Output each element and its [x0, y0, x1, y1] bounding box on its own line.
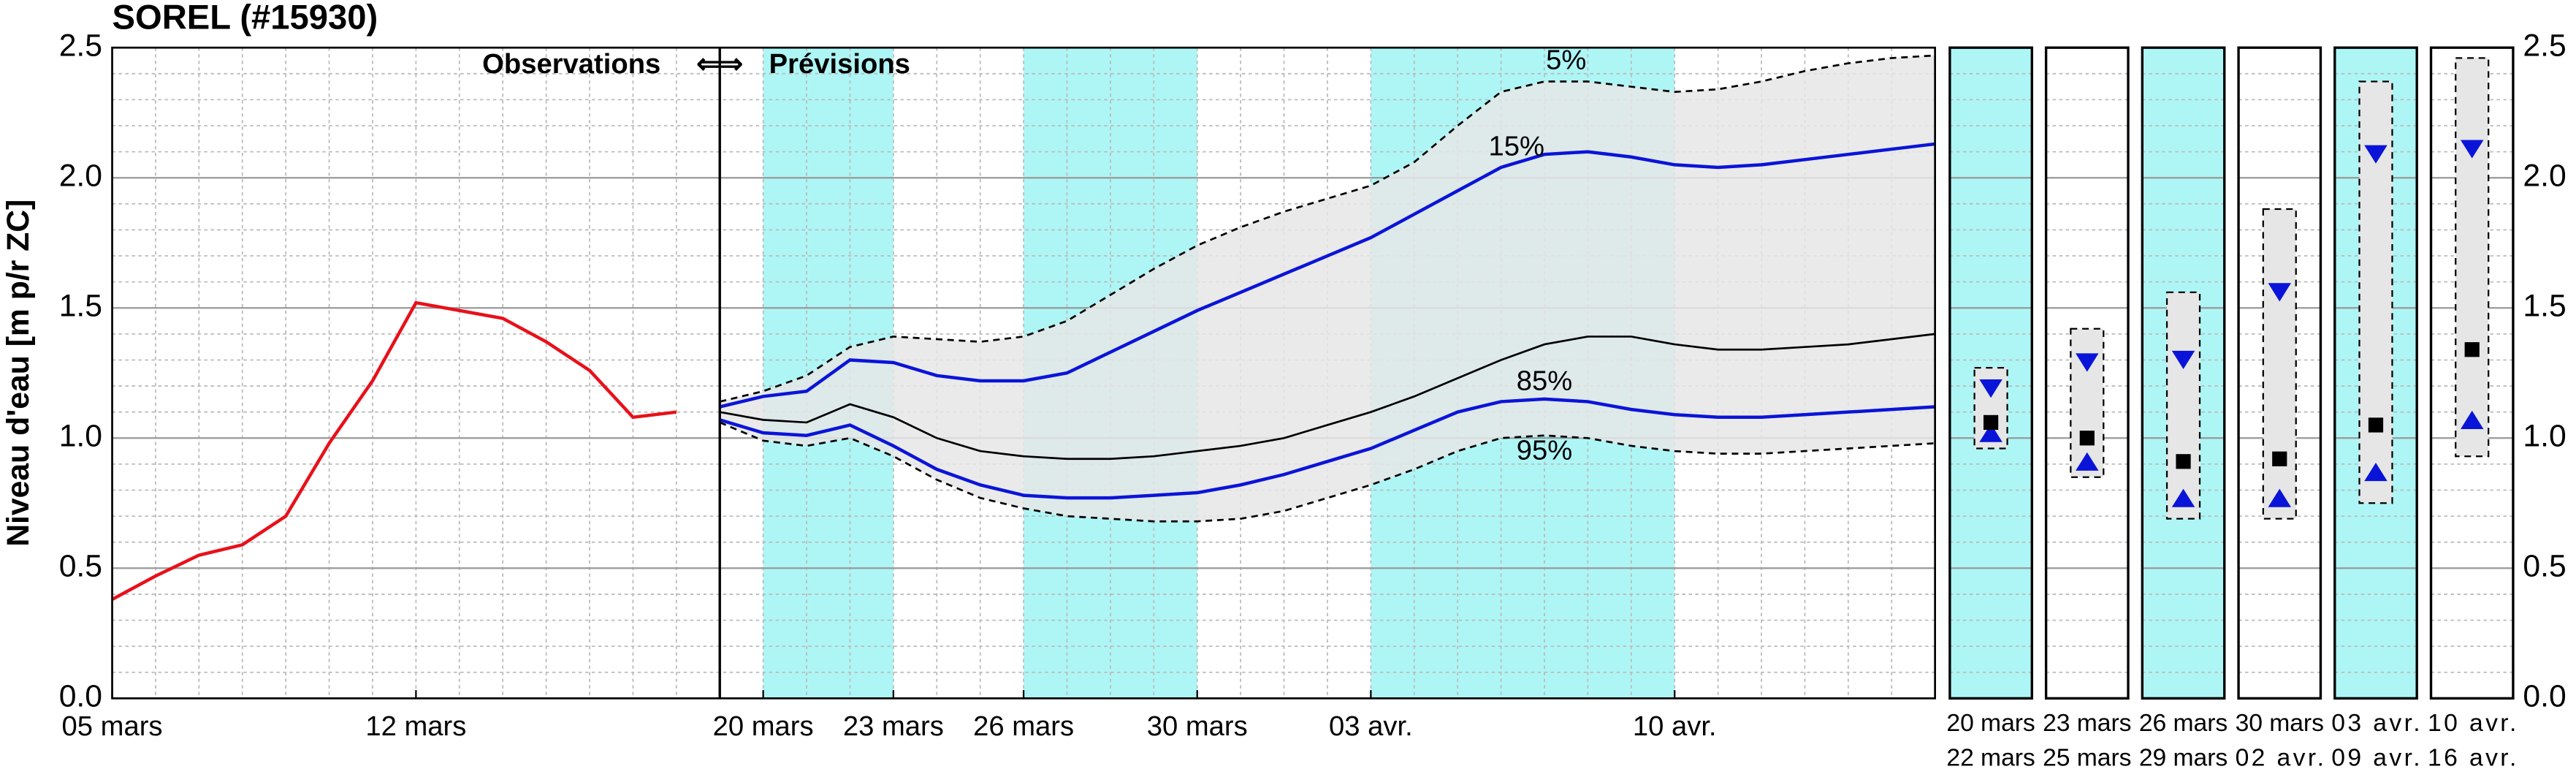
lines-layer: [111, 54, 2490, 602]
y2-tick-label: 0.0: [2523, 679, 2566, 714]
y-tick-label: 2.5: [59, 28, 102, 63]
panel-range-box: [2262, 208, 2297, 520]
labels-layer: 0.0 0.5 1.0 1.5 2.0 2.5 05 mars 12 mars 20 mars 2…: [59, 28, 2567, 769]
y2-tick-label: 1.5: [2523, 289, 2566, 324]
x-tick-label: 03 avr.: [1329, 711, 1413, 742]
panel-label: 09 avr.: [2331, 743, 2420, 769]
panel-label: 03 avr.: [2331, 709, 2420, 737]
panel-median-marker: [1983, 414, 1999, 431]
panel-median-marker: [2176, 454, 2191, 469]
series-line: [719, 54, 1935, 403]
series-label: 15%: [1489, 130, 1544, 162]
panel-p15-marker: [2460, 140, 2484, 159]
panel-p85-marker: [2460, 410, 2484, 429]
series-line: [719, 142, 1935, 409]
x-tick-label: 30 mars: [1147, 711, 1248, 742]
panel-p85-marker: [2076, 452, 2099, 471]
panel-label: 26 mars: [2139, 709, 2228, 737]
panel-label: 29 mars: [2139, 743, 2228, 769]
y2-tick-label: 1.0: [2523, 419, 2566, 454]
panel-label: 23 mars: [2043, 709, 2131, 737]
panel-p15-marker: [2268, 283, 2291, 302]
panel-median-marker: [2272, 451, 2287, 466]
y-tick-label: 1.0: [59, 419, 102, 454]
x-tick-label: 12 mars: [365, 711, 466, 742]
panel-label: 20 mars: [1946, 709, 2035, 737]
series-label: 85%: [1517, 365, 1572, 396]
panel-frame: [2141, 46, 2226, 700]
annotation: ⇐⇒: [696, 48, 743, 80]
panel-label: 02 avr.: [2236, 743, 2324, 769]
panel-p85-marker: [1979, 423, 2003, 442]
x-tick-label: 05 mars: [62, 711, 163, 742]
panel-median-marker: [2079, 431, 2095, 446]
series-label: 95%: [1517, 434, 1572, 466]
panel-p15-marker: [2364, 145, 2388, 164]
series-line: [719, 421, 1935, 523]
x-tick-label: 26 mars: [973, 711, 1074, 742]
panel-frame: [2044, 46, 2130, 700]
forecast-band: [720, 55, 1935, 522]
panel-p85-marker: [2171, 488, 2195, 507]
panel-range-box: [2358, 80, 2393, 504]
chart-title: SOREL (#15930): [113, 0, 378, 37]
annotation: Prévisions: [769, 48, 910, 80]
x-tick-label: 10 avr.: [1633, 711, 1717, 742]
panel-label: 10 avr.: [2428, 709, 2516, 737]
frame-layer: [111, 46, 2515, 700]
panel-label: 30 mars: [2236, 709, 2324, 737]
y-tick-label: 1.5: [59, 289, 102, 324]
panel-label: 16 avr.: [2428, 743, 2516, 769]
panel-median-marker: [2368, 417, 2384, 433]
panel-p15-marker: [2076, 353, 2099, 372]
panel-label: 25 mars: [2043, 743, 2131, 769]
series-line: [720, 333, 1935, 461]
annotation: Observations: [482, 48, 660, 80]
y2-tick-label: 2.0: [2523, 159, 2566, 194]
y2-tick-label: 2.5: [2523, 28, 2566, 63]
y-tick-label: 0.0: [59, 679, 102, 714]
y-tick-label: 0.5: [59, 549, 102, 584]
series-line: [111, 300, 677, 602]
y-axis-label: Niveau d'eau [m p/r ZC]: [1, 200, 36, 547]
panel-p85-marker: [2268, 488, 2291, 507]
panel-range-box: [2165, 291, 2201, 520]
y-tick-label: 2.0: [59, 159, 102, 194]
panel-frame: [2333, 46, 2418, 700]
plot-frame: [111, 46, 1937, 700]
series-line: [719, 397, 1935, 500]
series-label: 5%: [1546, 45, 1586, 76]
panel-p15-marker: [2171, 350, 2195, 370]
x-tick-label: 23 mars: [843, 711, 944, 742]
panel-p85-marker: [2364, 462, 2388, 482]
panel-frame: [1948, 46, 2033, 700]
panel-range-box: [2455, 57, 2490, 458]
y2-tick-label: 0.5: [2523, 549, 2566, 584]
x-tick-label: 20 mars: [713, 711, 814, 742]
panel-p15-marker: [1979, 379, 2003, 398]
panel-label: 22 mars: [1946, 743, 2035, 769]
panel-median-marker: [2464, 342, 2480, 357]
panel-frame: [2429, 46, 2515, 700]
band-layer: [720, 55, 1935, 522]
panel-frame: [2237, 46, 2322, 700]
